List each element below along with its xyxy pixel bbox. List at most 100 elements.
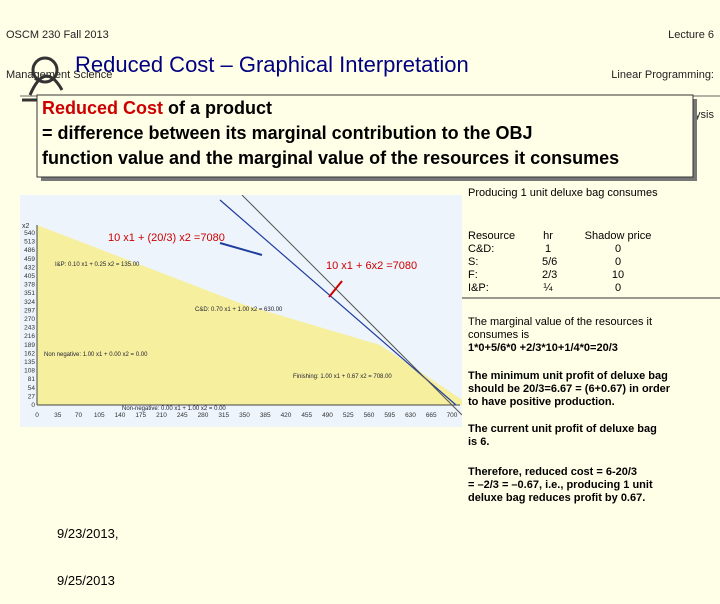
intro: Producing 1 unit deluxe bag consumes (468, 187, 658, 200)
constraint-label: I&P: 0.10 x1 + 0.25 x2 = 135.00 (55, 262, 140, 268)
text: Producing 1 unit deluxe bag consumes (468, 187, 658, 199)
x-tick-label: 665 (426, 412, 437, 419)
y-tick-label: 297 (24, 307, 35, 314)
y-tick-label: 0 (31, 402, 35, 409)
definition-line: = difference between its marginal contri… (42, 123, 619, 148)
x-tick-label: 0 (35, 412, 39, 419)
x-tick-label: 70 (75, 412, 83, 419)
note-line: consumes is (468, 329, 530, 342)
x-tick-label: 280 (198, 412, 209, 419)
annotation: 10 x1 + (20/3) x2 =7080 (108, 232, 225, 244)
paragraph: The current unit profit of deluxe bag is … (468, 423, 670, 449)
x-tick-label: 385 (260, 412, 271, 419)
definition-box (36, 94, 694, 178)
table-cell: Resource (468, 230, 516, 242)
axis-label: x2 (22, 223, 30, 230)
slide-title: Reduced Cost – Graphical Interpretation (75, 52, 469, 77)
table-cell: ¼ (543, 282, 553, 294)
notes: The marginal value of the resources it co… (468, 316, 670, 519)
text-segment: = difference between its marginal contri… (42, 123, 533, 143)
header-line: OSCM 230 Fall 2013 (6, 29, 109, 42)
note-line: deluxe bag reduces profit by 0.67. (468, 491, 646, 504)
header-left: OSCM 230 Fall 2013 Management Science (6, 3, 112, 95)
paragraph: The minimum unit profit of deluxe bag sho… (468, 370, 670, 410)
table-cell: S: (468, 256, 479, 268)
date: 9/23/2013, 9/25/2013 (57, 495, 118, 604)
x-tick-label: 455 (301, 412, 312, 419)
definition-line: function value and the marginal value of… (42, 148, 619, 173)
text-segment: Reduced Cost (42, 98, 164, 118)
note-line: to have positive production. (468, 395, 615, 408)
definition-line: Reduced Cost of a product (42, 98, 619, 123)
x-tick-label: 630 (405, 412, 416, 419)
note-line: The current unit profit of deluxe bag (468, 423, 657, 436)
x-tick-label: 315 (218, 412, 229, 419)
x-tick-label: 350 (239, 412, 250, 419)
slide: OSCM 230 Fall 2013 Management Science Le… (6, 3, 720, 588)
objective-line (219, 199, 457, 406)
x-tick-label: 700 (447, 412, 458, 419)
right-column: Producing 1 unit deluxe bag consumes (468, 187, 658, 200)
table-cell: Shadow price (584, 230, 652, 242)
note-line: The marginal value of the resources it (468, 316, 653, 328)
constraint-label: Non negative: 1.00 x1 + 0.00 x2 = 0.00 (44, 352, 148, 358)
y-tick-label: 162 (24, 350, 35, 357)
y-tick-label: 540 (24, 230, 35, 237)
x-tick-label: 490 (322, 412, 333, 419)
definition: Reduced Cost of a product = difference be… (42, 98, 619, 173)
icon (22, 56, 64, 102)
x-tick-label: 35 (54, 412, 62, 419)
objective-line-alt (241, 195, 462, 416)
y-tick-label: 324 (24, 299, 35, 306)
header-line: Linear Programming: (611, 68, 714, 81)
text-segment: of a product (163, 98, 273, 118)
table-cell: I&P: (468, 282, 489, 294)
paragraph: Therefore, reduced cost = 6-20/3 = –2/3 =… (468, 466, 670, 506)
y-tick-label: 54 (28, 385, 36, 392)
note-line: Therefore, reduced cost = 6-20/3 (468, 465, 638, 478)
y-tick-label: 459 (24, 256, 35, 263)
x-tick-label: 245 (177, 412, 188, 419)
y-tick-label: 351 (24, 290, 35, 297)
table-cell: 10 (611, 269, 625, 281)
x-tick-label: 420 (281, 412, 292, 419)
y-tick-label: 216 (24, 333, 35, 340)
x-tick-label: 175 (135, 412, 146, 419)
note-line: The minimum unit profit of deluxe bag (468, 369, 668, 382)
note-line: is 6. (468, 436, 490, 449)
graph: x254051348645943240537835132429727024321… (20, 195, 462, 427)
header-line: Lecture 6 (668, 29, 714, 42)
annotation: 10 x1 + 6x2 =7080 (326, 260, 417, 272)
table-cell: 0 (614, 243, 622, 255)
x-tick-label: 595 (384, 412, 395, 419)
x-tick-label: 140 (115, 412, 126, 419)
constraint-label: Finishing: 1.00 x1 + 0.67 x2 = 708.00 (293, 374, 392, 380)
y-tick-label: 27 (28, 393, 36, 400)
date-line: 9/23/2013, (57, 526, 119, 542)
table-cell: 1 (544, 243, 552, 255)
note-line: should be 20/3=6.67 = (6+0.67) in order (468, 382, 671, 395)
constraint-label: C&D: 0.70 x1 + 1.00 x2 = 630.00 (195, 307, 283, 313)
note-line: = –2/3 = –0.67, i.e., producing 1 unit (468, 478, 653, 491)
date-line: 9/25/2013 (57, 572, 115, 588)
arrow (328, 280, 343, 298)
table-cell: hr (543, 230, 553, 242)
y-tick-label: 405 (24, 273, 35, 280)
y-tick-label: 378 (24, 282, 35, 289)
y-tick-label: 108 (24, 368, 35, 375)
table-cell: 0 (614, 282, 622, 294)
feasible-region (37, 225, 462, 405)
note-line: 1*0+5/6*0 +2/3*10+1/4*0=20/3 (468, 342, 618, 355)
constraint-label: Non-negative: 0.00 x1 + 1.00 x2 = 0.00 (122, 406, 226, 412)
y-tick-label: 432 (24, 264, 35, 271)
y-tick-label: 243 (24, 325, 35, 332)
decor (20, 56, 720, 299)
table-cell: F: (468, 269, 478, 281)
y-tick-label: 270 (24, 316, 35, 323)
table-cell: C&D: (468, 243, 495, 255)
x-tick-label: 560 (364, 412, 375, 419)
table-cell: 5/6 (542, 256, 558, 268)
y-tick-label: 513 (24, 239, 35, 246)
paragraph: The marginal value of the resources it co… (468, 316, 670, 356)
x-tick-label: 210 (156, 412, 167, 419)
